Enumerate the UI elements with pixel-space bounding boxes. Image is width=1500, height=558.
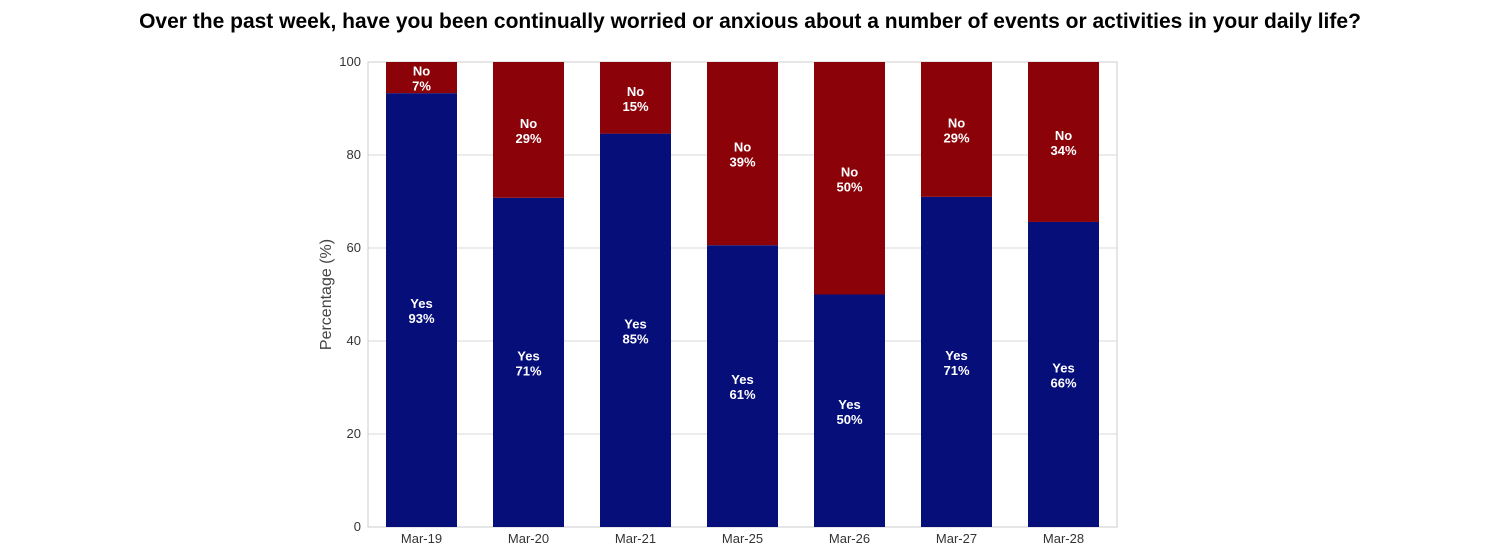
bar-no <box>707 62 778 246</box>
bar-label-value: 50% <box>836 412 862 427</box>
bar-yes <box>707 245 778 527</box>
bar-label-value: 7% <box>412 79 431 94</box>
y-tick-label: 60 <box>347 240 361 255</box>
bar-label-series: No <box>520 116 537 131</box>
y-tick-label: 100 <box>339 54 361 69</box>
bar-labels-layer: Yes93%No7%Yes71%No29%Yes85%No15%Yes61%No… <box>408 64 1076 427</box>
bar-label-series: Yes <box>1052 360 1074 375</box>
bar-yes <box>814 294 885 527</box>
x-tick-label: Mar-27 <box>936 531 977 546</box>
bar-label-series: Yes <box>624 316 646 331</box>
chart-title: Over the past week, have you been contin… <box>139 10 1361 33</box>
bar-label-value: 15% <box>622 99 648 114</box>
bar-label-value: 29% <box>943 130 969 145</box>
axis-layer: 0 20 40 60 80 100 Mar-19 Mar-20 Mar-21 Mar-25 Mar-… <box>339 54 1084 546</box>
bar-label-value: 71% <box>515 363 541 378</box>
bar-label-series: No <box>1055 128 1072 143</box>
y-tick-label: 0 <box>354 519 361 534</box>
bar-label-series: Yes <box>410 296 432 311</box>
bar-yes <box>386 93 457 527</box>
bar-no <box>1028 62 1099 222</box>
bar-no <box>921 62 992 197</box>
bar-label-value: 34% <box>1050 143 1076 158</box>
bar-yes <box>1028 221 1099 527</box>
x-tick-label: Mar-26 <box>829 531 870 546</box>
bar-label-value: 50% <box>836 179 862 194</box>
bar-label-series: No <box>627 84 644 99</box>
x-tick-label: Mar-25 <box>722 531 763 546</box>
y-tick-label: 40 <box>347 333 361 348</box>
bars-layer <box>386 62 1099 528</box>
bar-label-value: 61% <box>729 387 755 402</box>
y-tick-label: 80 <box>347 147 361 162</box>
bar-no <box>814 62 885 295</box>
bar-label-value: 71% <box>943 363 969 378</box>
bar-label-series: No <box>948 115 965 130</box>
bar-label-value: 85% <box>622 331 648 346</box>
bar-no <box>600 62 671 134</box>
x-tick-label: Mar-19 <box>401 531 442 546</box>
bar-label-series: Yes <box>838 397 860 412</box>
bar-label-value: 93% <box>408 311 434 326</box>
x-tick-label: Mar-20 <box>508 531 549 546</box>
y-axis-title: Percentage (%) <box>318 239 335 350</box>
y-tick-label: 20 <box>347 426 361 441</box>
bar-label-value: 39% <box>729 155 755 170</box>
bar-label-value: 29% <box>515 131 541 146</box>
bar-label-series: No <box>841 164 858 179</box>
bar-no <box>386 62 457 94</box>
x-tick-label: Mar-28 <box>1043 531 1084 546</box>
bar-yes <box>921 196 992 527</box>
bar-label-series: Yes <box>731 372 753 387</box>
bar-no <box>493 62 564 198</box>
bar-label-series: No <box>413 64 430 79</box>
bar-label-value: 66% <box>1050 375 1076 390</box>
bar-yes <box>600 133 671 528</box>
bar-label-series: Yes <box>517 348 539 363</box>
bar-label-series: Yes <box>945 348 967 363</box>
bar-label-series: No <box>734 140 751 155</box>
x-tick-label: Mar-21 <box>615 531 656 546</box>
bar-yes <box>493 197 564 527</box>
